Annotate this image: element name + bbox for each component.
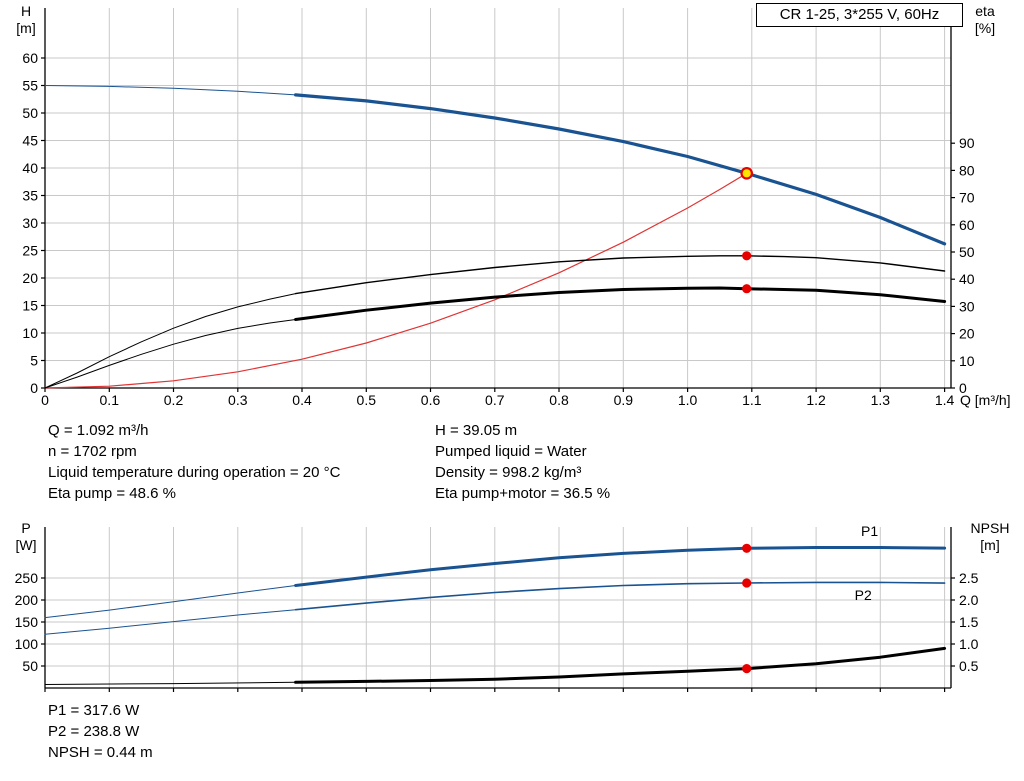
info-line-n: n = 1702 rpm	[48, 443, 137, 460]
tick-label-x: 1.3	[871, 392, 891, 408]
tick-label-x: 0.5	[357, 392, 377, 408]
eta-pump-point-marker	[742, 251, 752, 261]
tick-label-x: 1.2	[806, 392, 826, 408]
y-left-header: P	[21, 520, 30, 536]
tick-label-x: 0.2	[164, 392, 184, 408]
series-npsh-lead	[44, 681, 297, 685]
tick-label-right: 70	[959, 190, 975, 206]
tick-label-right: 1.0	[959, 636, 979, 652]
series-hq-curve-lead	[44, 85, 297, 96]
tick-label-left: 60	[22, 50, 38, 66]
power-npsh-info: P1 = 317.6 W P2 = 238.8 W NPSH = 0.44 m	[48, 700, 153, 763]
series-p2-curve	[294, 581, 946, 611]
y-left-header: H	[21, 3, 31, 19]
info-line-p1: P1 = 317.6 W	[48, 702, 140, 719]
hq-eta-chart: 0 5 10 15 20 25 30 35 40 45 50 55 60 0 10 20 30 40 50 60 70 8…	[16, 3, 1011, 408]
tick-label-right: 80	[959, 162, 975, 178]
tick-label-x: 0.3	[228, 392, 248, 408]
curve-label-p1: P1	[861, 523, 878, 539]
p2-point-marker	[742, 578, 752, 588]
tick-label-x: 0	[41, 392, 49, 408]
tick-label-x: 1.4	[935, 392, 955, 408]
y-right-header-unit: [%]	[975, 20, 995, 36]
series-eta-pump-motor-curve	[294, 286, 947, 321]
tick-label-left: 20	[22, 270, 38, 286]
info-line-temp: Liquid temperature during operation = 20…	[48, 464, 341, 481]
info-line-density: Density = 998.2 kg/m³	[435, 464, 582, 481]
tick-label-x: 1.1	[742, 392, 762, 408]
tick-label-right: 10	[959, 353, 975, 369]
info-line-p2: P2 = 238.8 W	[48, 723, 140, 740]
tick-label-left: 150	[15, 614, 39, 630]
curve-label-p2: P2	[855, 587, 872, 603]
tick-label-x: 0.8	[549, 392, 569, 408]
p1-point-marker	[742, 543, 752, 553]
tick-label-x: 0.6	[421, 392, 441, 408]
eta-pump-motor-point-marker	[742, 284, 752, 294]
operating-point-info-left: Q = 1.092 m³/h n = 1702 rpm Liquid tempe…	[48, 420, 340, 504]
tick-label-x: 0.7	[485, 392, 505, 408]
info-line-eta-pump-motor: Eta pump+motor = 36.5 %	[435, 485, 611, 502]
tick-label-left: 30	[22, 215, 38, 231]
tick-label-right: 0.5	[959, 658, 979, 674]
series-npsh-curve	[294, 646, 947, 684]
tick-label-left: 25	[22, 243, 38, 259]
duty-point-marker	[740, 167, 753, 180]
operating-point-info-right: H = 39.05 m Pumped liquid = Water Densit…	[435, 420, 610, 504]
chart-title-box: CR 1-25, 3*255 V, 60Hz	[756, 3, 963, 27]
tick-label-x: 1.0	[678, 392, 698, 408]
x-axis-unit-label: Q [m³/h]	[960, 392, 1011, 408]
tick-label-x: 0.1	[100, 392, 120, 408]
tick-label-left: 0	[30, 380, 38, 396]
tick-label-right: 30	[959, 298, 975, 314]
tick-label-left: 50	[22, 658, 38, 674]
tick-label-left: 55	[22, 78, 38, 94]
tick-label-right: 20	[959, 326, 975, 342]
tick-label-right: 60	[959, 217, 975, 233]
series-hq-curve	[294, 93, 947, 246]
tick-label-right: 50	[959, 244, 975, 260]
series-eta-pump-motor-lead	[44, 319, 297, 389]
series-p1-curve	[294, 546, 947, 587]
series-p1-lead	[44, 585, 297, 619]
y-right-header: eta	[975, 3, 995, 19]
tick-label-right: 1.5	[959, 614, 979, 630]
tick-label-left: 200	[15, 592, 39, 608]
y-left-header-unit: [m]	[16, 20, 35, 36]
y-right-header-unit: [m]	[980, 537, 999, 553]
y-left-header-unit: [W]	[16, 537, 37, 553]
info-line-liquid: Pumped liquid = Water	[435, 443, 587, 460]
tick-label-left: 35	[22, 188, 38, 204]
series-eta-pump-lead	[44, 293, 297, 389]
info-line-q: Q = 1.092 m³/h	[48, 422, 149, 439]
series-eta-pump-curve	[294, 255, 946, 295]
tick-label-right: 40	[959, 271, 975, 287]
tick-label-left: 50	[22, 105, 38, 121]
series-p2-lead	[44, 609, 297, 635]
npsh-point-marker	[742, 664, 752, 674]
tick-label-right: 90	[959, 135, 975, 151]
tick-label-right: 2.5	[959, 570, 979, 586]
tick-label-left: 15	[22, 298, 38, 314]
tick-label-x: 0.9	[614, 392, 634, 408]
tick-label-left: 10	[22, 325, 38, 341]
tick-label-x: 0.4	[292, 392, 312, 408]
info-line-h: H = 39.05 m	[435, 422, 518, 439]
tick-label-left: 45	[22, 133, 38, 149]
tick-label-left: 100	[15, 636, 39, 652]
tick-label-right: 0	[959, 380, 967, 396]
y-right-header: NPSH	[971, 520, 1010, 536]
tick-label-right: 2.0	[959, 592, 979, 608]
info-line-eta-pump: Eta pump = 48.6 %	[48, 485, 176, 502]
series-system-curve	[44, 172, 748, 389]
info-line-npsh: NPSH = 0.44 m	[48, 744, 153, 761]
tick-label-left: 40	[22, 160, 38, 176]
tick-label-left: 5	[30, 353, 38, 369]
power-npsh-chart: 50 100 150 200 250 0.5 1.0 1.5 2.0 2.5 P[W] NPSH[m]…	[15, 520, 1010, 692]
tick-label-left: 250	[15, 570, 39, 586]
